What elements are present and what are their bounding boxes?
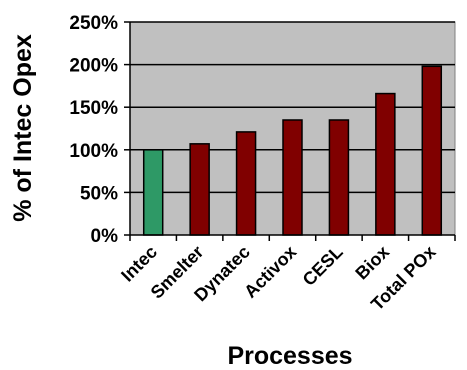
y-tick-labels: 0% 50% 100% 150% 200% 250% [69, 13, 118, 247]
x-category-label: Activox [240, 242, 300, 302]
y-tick-label: 100% [69, 141, 118, 162]
bar-dynatec [235, 131, 257, 236]
x-category-label: CESL [299, 242, 347, 290]
bar-intec [142, 149, 164, 236]
y-tick-label: 250% [69, 13, 118, 34]
bars [142, 65, 443, 236]
x-category-label: Intec [117, 242, 161, 286]
y-tick-label: 50% [80, 183, 118, 204]
bar-total-pox [421, 65, 443, 236]
bar-biox [375, 92, 396, 236]
bar-smelter [189, 143, 210, 236]
y-tick-label: 150% [69, 98, 118, 119]
y-tick-label: 0% [91, 226, 119, 247]
bar-activox [282, 119, 303, 236]
axes [124, 21, 456, 241]
y-axis-title: % of Intec Opex [9, 34, 37, 222]
x-axis-title: Processes [227, 342, 352, 370]
y-tick-label: 200% [69, 56, 118, 77]
x-category-label: Biox [351, 242, 393, 284]
bar-cesl [328, 119, 350, 236]
